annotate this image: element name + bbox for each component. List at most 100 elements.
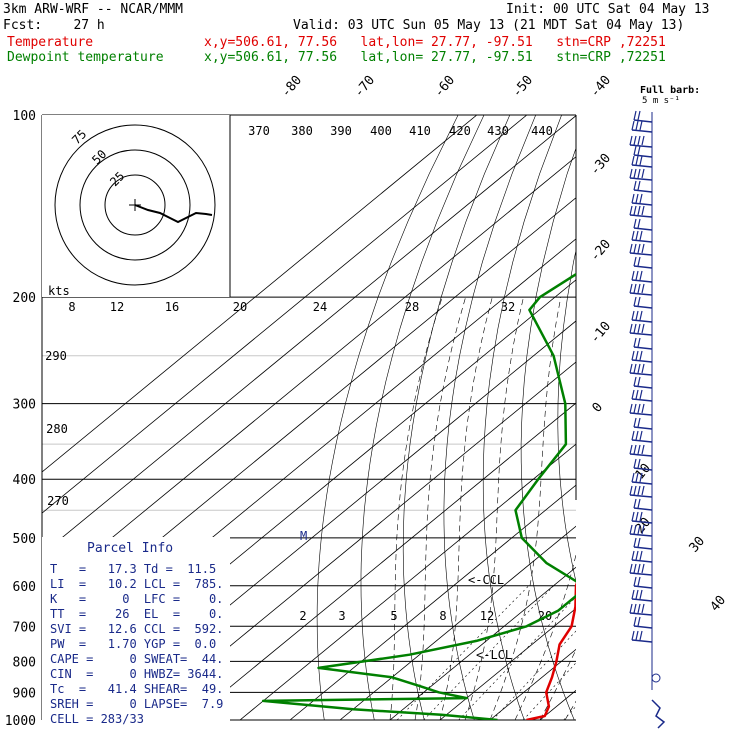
- wind-barb-flag: [635, 193, 639, 204]
- wind-barb-shaft: [629, 332, 653, 336]
- wind-barb-flag: [633, 256, 637, 267]
- isotherm-label: -50: [510, 73, 537, 101]
- wind-barb-flag: [639, 550, 643, 561]
- wind-barb-flag: [633, 537, 637, 548]
- wind-barb-shaft: [629, 533, 653, 537]
- wind-barb-flag: [633, 444, 637, 455]
- wind-barb-flag: [637, 145, 641, 156]
- wind-barb-flag: [633, 323, 637, 334]
- wind-barb-flag: [629, 603, 633, 614]
- wind-barb-flag: [635, 550, 639, 561]
- wind-barb-flag: [637, 110, 641, 121]
- wind-barb-flag: [631, 350, 635, 361]
- wind-barb-flag: [641, 603, 645, 614]
- wind-barb-flag: [637, 243, 641, 254]
- isotherm-line: [389, 566, 576, 720]
- wind-barb-flag: [635, 389, 639, 400]
- isotherm-label: 10: [633, 461, 655, 483]
- wind-barb-shaft: [631, 319, 653, 323]
- isotherm-label: -20: [588, 237, 615, 265]
- wind-barb-flag: [633, 180, 637, 191]
- theta-label: 390: [330, 124, 352, 138]
- wind-barb-shaft: [629, 612, 653, 616]
- theta-label: 280: [46, 422, 68, 436]
- wind-barb-shaft: [631, 559, 653, 563]
- wind-barb-shaft: [633, 426, 653, 430]
- temperature-profile: [526, 581, 576, 720]
- dry-adiabat: [593, 115, 674, 720]
- isotherm-label: 0: [590, 400, 607, 416]
- init-time: Init: 00 UTC Sat 04 May 13: [506, 2, 710, 17]
- surface-wind-barb: [651, 699, 666, 729]
- wind-barb-flag: [631, 389, 635, 400]
- wind-barb-flag: [637, 256, 641, 267]
- wind-barb-flag: [635, 155, 639, 166]
- wind-barb-flag: [633, 417, 637, 428]
- wind-barb-flag: [635, 511, 639, 522]
- grid-lines: [42, 115, 740, 720]
- wind-barb-flag: [631, 472, 635, 483]
- wind-barb-flag: [641, 283, 645, 294]
- theta-label: 430: [487, 124, 509, 138]
- wind-barb-flag: [637, 135, 641, 146]
- parcel-info-row: SREH = 0 LAPSE= 7.9: [50, 697, 223, 711]
- hodograph-unit-label: kts: [48, 284, 70, 298]
- wind-barb-flag: [641, 485, 645, 496]
- wind-barb-flag: [637, 616, 641, 627]
- wind-barb-flag: [635, 120, 639, 131]
- wind-barb-shaft: [629, 144, 653, 148]
- wind-barb-flag: [641, 524, 645, 535]
- parcel-info-row: LI = 10.2 LCL = 785.: [50, 577, 223, 591]
- wind-barb-flag: [629, 444, 633, 455]
- isotherm-label: -40: [588, 73, 615, 101]
- wind-barb-shaft: [631, 520, 653, 524]
- dewpoint-legend-label: Dewpoint temperature: [7, 50, 164, 65]
- wind-barb-flag: [637, 180, 641, 191]
- wind-barb-flag: [633, 616, 637, 627]
- wind-barb-flag: [639, 270, 643, 281]
- wind-barb-flag: [637, 403, 641, 414]
- wind-barb-flag: [631, 430, 635, 441]
- mixing-ratio-label: 8: [439, 609, 446, 623]
- wind-barb-flag: [633, 337, 637, 348]
- wind-barb-flag: [641, 444, 645, 455]
- wind-barb-shaft: [631, 164, 653, 168]
- parcel-panel-background: [42, 537, 230, 723]
- isotherm-line: [42, 115, 528, 514]
- wind-barb-flag: [641, 243, 645, 254]
- dry-adiabat: [628, 115, 725, 720]
- isotherm-line: [42, 156, 576, 596]
- moist-adiabat: [590, 297, 740, 720]
- theta-label: 380: [291, 124, 313, 138]
- wind-barb-shaft: [631, 398, 653, 402]
- wind-barb-flag: [637, 485, 641, 496]
- wind-barb-shaft: [631, 129, 653, 133]
- hodograph-ring: [54, 124, 216, 286]
- wind-barb-flag: [637, 537, 641, 548]
- mixing-ratio-label: 5: [390, 609, 397, 623]
- wind-barb-flag: [629, 363, 633, 374]
- wind-barb-flag: [637, 168, 641, 179]
- wind-barb-flag: [629, 135, 633, 146]
- wind-barb-flag: [631, 230, 635, 241]
- parcel-info-row: TT = 26 EL = 0.: [50, 607, 223, 621]
- wind-barb-flag: [637, 283, 641, 294]
- dry-adiabat: [694, 115, 740, 720]
- parcel-info-title: Parcel Info: [87, 541, 173, 556]
- wind-barb-shaft: [631, 359, 653, 363]
- moist-adiabat: [564, 700, 576, 720]
- wind-barb-flag: [639, 511, 643, 522]
- wind-barb-flag: [629, 205, 633, 216]
- theta-label: 370: [248, 124, 270, 138]
- wind-barb-shaft: [631, 239, 653, 243]
- wind-barb-flag: [635, 310, 639, 321]
- wind-barb-flag: [629, 168, 633, 179]
- wind-barb-flag: [639, 350, 643, 361]
- parcel-info-row: K = 0 LFC = 0.: [50, 592, 223, 606]
- theta-label: 420: [449, 124, 471, 138]
- dry-adiabat: [360, 115, 485, 720]
- dry-adiabat: [482, 115, 562, 720]
- wind-barb-flag: [639, 120, 643, 131]
- wind-barb-shaft: [633, 507, 653, 511]
- isotherm-label: -60: [432, 73, 459, 101]
